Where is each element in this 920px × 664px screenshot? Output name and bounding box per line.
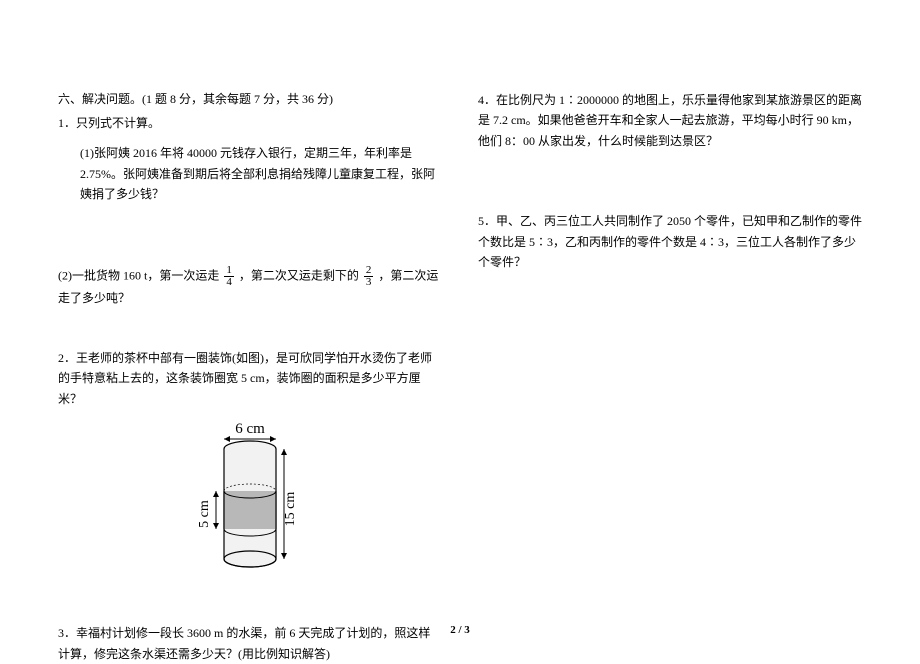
spacer (58, 215, 442, 265)
fraction-2-3: 2 3 (364, 265, 374, 288)
cylinder-figure: 6 cm (58, 419, 442, 579)
right-label: 15 cm (283, 492, 298, 527)
frac-num: 1 (224, 265, 234, 277)
q1-1: (1)张阿姨 2016 年将 40000 元钱存入银行，定期三年，年利率是 2.… (58, 143, 442, 204)
spacer (478, 161, 862, 211)
frac-den: 4 (224, 277, 234, 288)
q1-stem: 1．只列式不计算。 (58, 113, 442, 133)
frac-num: 2 (364, 265, 374, 277)
frac-den: 3 (364, 277, 374, 288)
left-column: 六、解决问题。(1 题 8 分，其余每题 7 分，共 36 分) 1．只列式不计… (40, 90, 460, 620)
q5: 5．甲、乙、丙三位工人共同制作了 2050 个零件，已知甲和乙制作的零件个数比是… (478, 211, 862, 272)
fraction-1-4: 1 4 (224, 265, 234, 288)
page-number: 2 / 3 (0, 624, 920, 636)
section-title: 六、解决问题。(1 题 8 分，其余每题 7 分，共 36 分) (58, 90, 442, 107)
top-label: 6 cm (235, 421, 265, 437)
q1-2a: (2)一批货物 160 t，第一次运走 (58, 268, 219, 282)
spacer (58, 593, 442, 623)
q4: 4．在比例尺为 1∶2000000 的地图上，乐乐量得他家到某旅游景区的距离是 … (478, 90, 862, 151)
q1-2: (2)一批货物 160 t，第一次运走 1 4 ，第二次又运走剩下的 2 3 ，… (58, 265, 442, 308)
q2: 2．王老师的茶杯中部有一圈装饰(如图)，是可欣同学怕开水烫伤了老师的手特意粘上去… (58, 348, 442, 409)
cylinder-svg: 6 cm (180, 419, 320, 579)
right-column: 4．在比例尺为 1∶2000000 的地图上，乐乐量得他家到某旅游景区的距离是 … (460, 90, 880, 620)
exam-page: 六、解决问题。(1 题 8 分，其余每题 7 分，共 36 分) 1．只列式不计… (0, 0, 920, 650)
spacer (58, 318, 442, 348)
q1-2b: ，第二次又运走剩下的 (239, 268, 359, 282)
left-label: 5 cm (197, 500, 212, 528)
